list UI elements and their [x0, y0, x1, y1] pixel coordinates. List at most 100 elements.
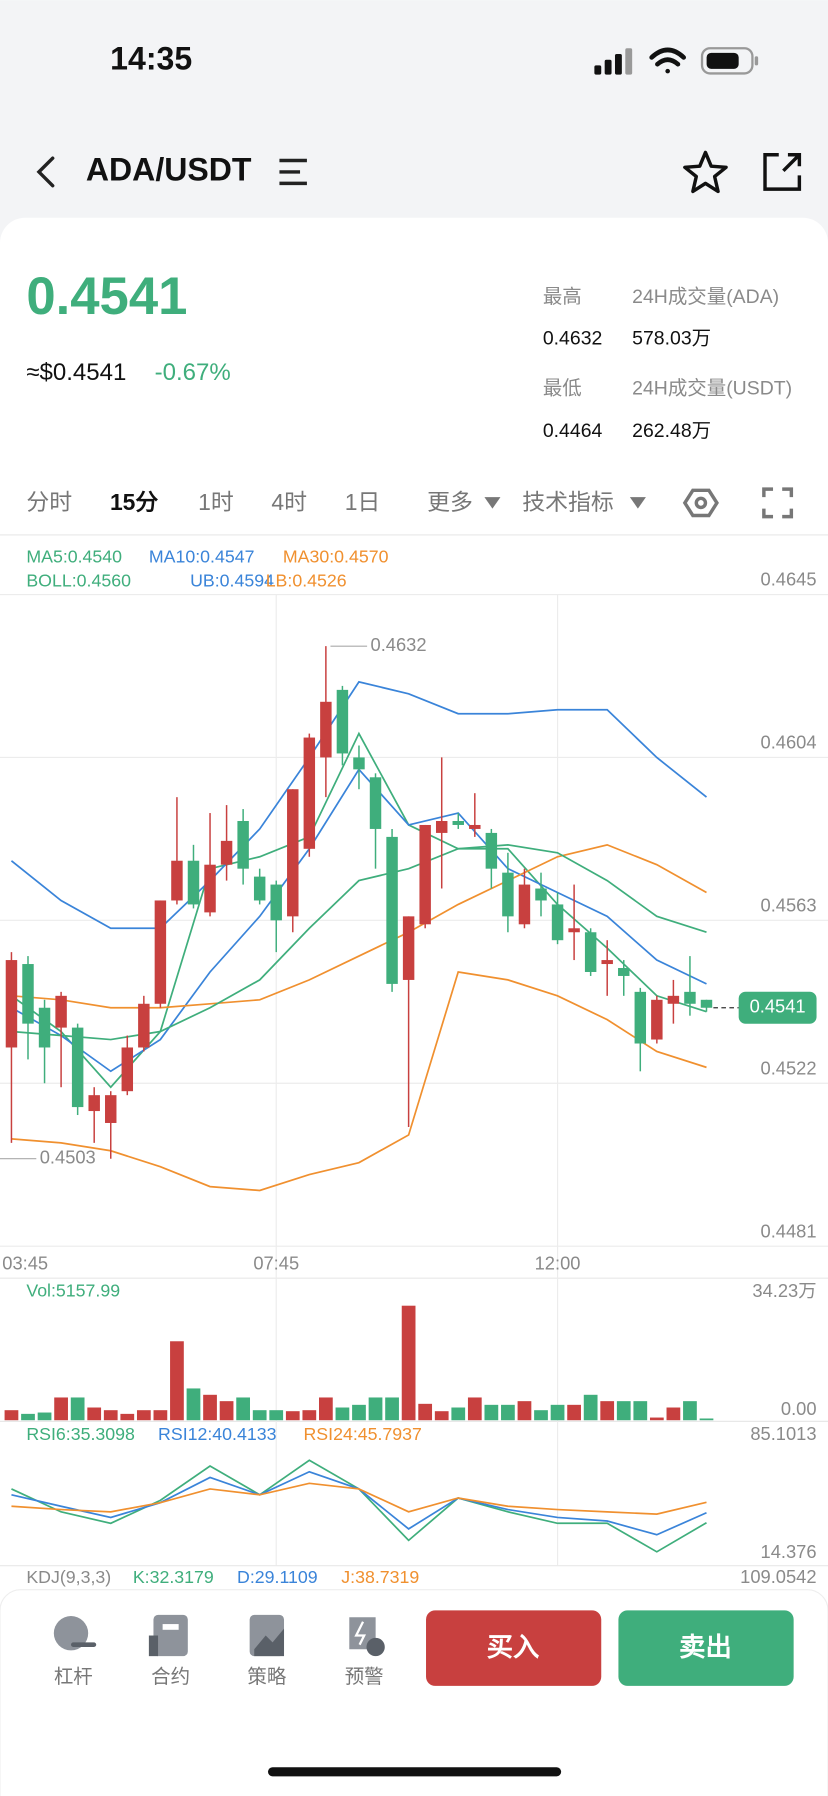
home-indicator: [267, 1767, 562, 1777]
candle-body: [419, 824, 431, 925]
wifi-icon: [649, 47, 686, 74]
share-button[interactable]: [763, 153, 802, 191]
tab[interactable]: 1日: [345, 489, 381, 515]
kdj-label: KDJ(9,3,3): [26, 1567, 111, 1587]
volume-bar: [186, 1388, 201, 1421]
y-tick-label: 0.4481: [761, 1220, 817, 1241]
volume-bar: [633, 1401, 648, 1421]
volume-bar: [252, 1410, 267, 1421]
candle-body: [154, 900, 167, 1004]
tool-icon: [349, 1617, 385, 1657]
buy-label[interactable]: 买入: [487, 1632, 540, 1662]
tool-icon: [53, 1616, 97, 1651]
volume-bar: [87, 1407, 102, 1421]
candle-body: [204, 864, 216, 913]
chart-area: 03:45 07:45 12:00 0.4645 0.4604 0.4563 0.4522 0…: [0, 547, 828, 1566]
volume-bar: [699, 1418, 714, 1421]
legend-entry: UB:0.4594: [190, 571, 274, 591]
legend-entry: RSI12:40.4133: [158, 1424, 277, 1444]
candle-body: [502, 872, 514, 917]
candle-body: [88, 1095, 100, 1112]
tool-label[interactable]: 预警: [345, 1666, 384, 1688]
tool-label[interactable]: 杠杆: [54, 1666, 93, 1688]
sell-label[interactable]: 卖出: [679, 1632, 732, 1662]
buy-button[interactable]: [426, 1610, 602, 1686]
tab[interactable]: 分时: [26, 489, 72, 515]
stat-value: 262.48万: [632, 420, 711, 442]
volume-bar: [236, 1397, 251, 1421]
volume-bar: [136, 1410, 151, 1421]
max-marker-label: 0.4632: [371, 634, 427, 655]
candle-body: [651, 999, 663, 1040]
indicator-line: [11, 971, 707, 1192]
tab[interactable]: 1时: [198, 489, 234, 515]
kdj-j: J:38.7319: [341, 1567, 419, 1587]
candle-body: [237, 820, 249, 869]
settings-button[interactable]: [682, 488, 719, 518]
legend-entry: MA10:0.4547: [149, 547, 255, 567]
dropdown-arrow: [484, 497, 501, 509]
tab[interactable]: 更多: [427, 489, 473, 515]
x-tick-label: 03:45: [2, 1252, 48, 1273]
volume-bar: [285, 1411, 300, 1421]
candle-body: [386, 836, 398, 984]
candle-body: [551, 904, 564, 941]
volume-bar: [352, 1404, 366, 1421]
volume-bar: [21, 1413, 35, 1421]
candle-body: [5, 960, 18, 1048]
volume-bar: [203, 1394, 217, 1421]
sell-button[interactable]: [618, 1610, 794, 1686]
fullscreen-button[interactable]: [762, 487, 794, 519]
volume-bar: [550, 1404, 565, 1421]
kdj-d: D:29.1109: [237, 1567, 318, 1587]
tool-label[interactable]: 合约: [151, 1666, 190, 1688]
tab[interactable]: 技术指标: [522, 489, 614, 515]
tool-label[interactable]: 策略: [247, 1666, 286, 1688]
signal-icon: [594, 48, 633, 75]
volume-bar: [683, 1401, 697, 1421]
indicator-line: [10, 680, 708, 930]
volume-bar: [4, 1410, 19, 1421]
pair-title[interactable]: ADA/USDT: [86, 151, 252, 187]
stat-label: 最低: [543, 378, 582, 400]
candle-body: [22, 964, 34, 1024]
candle-body: [55, 995, 67, 1028]
favorite-button[interactable]: [683, 150, 728, 194]
candle-body: [187, 860, 200, 905]
stat-label: 24H成交量(USDT): [632, 378, 792, 400]
stat-value: 0.4464: [543, 420, 603, 442]
dropdown-arrow: [629, 497, 646, 509]
candle-body: [568, 928, 580, 933]
volume-bar: [517, 1401, 532, 1421]
last-price-tag: [738, 991, 817, 1024]
volume-bar: [401, 1305, 416, 1421]
back-button[interactable]: [36, 156, 55, 188]
y-tick-label: 34.23万: [752, 1280, 816, 1301]
x-tick-label: 12:00: [535, 1252, 581, 1273]
candle-body: [105, 1095, 117, 1123]
tool-icon: [148, 1614, 188, 1657]
rsi-line: [11, 1482, 707, 1515]
kdj-axis-label: 109.0542: [740, 1566, 816, 1587]
price-change: -0.67%: [155, 359, 231, 386]
volume-bar: [120, 1413, 135, 1421]
volume-bar: [418, 1403, 433, 1421]
candle-body: [452, 820, 464, 825]
volume-bar: [451, 1407, 466, 1421]
usd-price: ≈$0.4541: [26, 359, 126, 386]
candle-body: [684, 991, 696, 1004]
candle-body: [353, 757, 365, 770]
volume-bar: [583, 1394, 598, 1421]
candle-body: [584, 932, 597, 972]
tab[interactable]: 4时: [271, 489, 307, 515]
candle-body: [287, 789, 299, 917]
tab-active[interactable]: 15分: [110, 489, 158, 515]
y-tick-label: 85.1013: [750, 1423, 816, 1444]
stat-value: 578.03万: [632, 327, 711, 349]
volume-bar: [368, 1397, 383, 1421]
pair-menu-icon[interactable]: [279, 158, 307, 186]
candle-body: [667, 995, 680, 1004]
candle-body: [121, 1047, 134, 1092]
battery-icon: [700, 47, 759, 75]
